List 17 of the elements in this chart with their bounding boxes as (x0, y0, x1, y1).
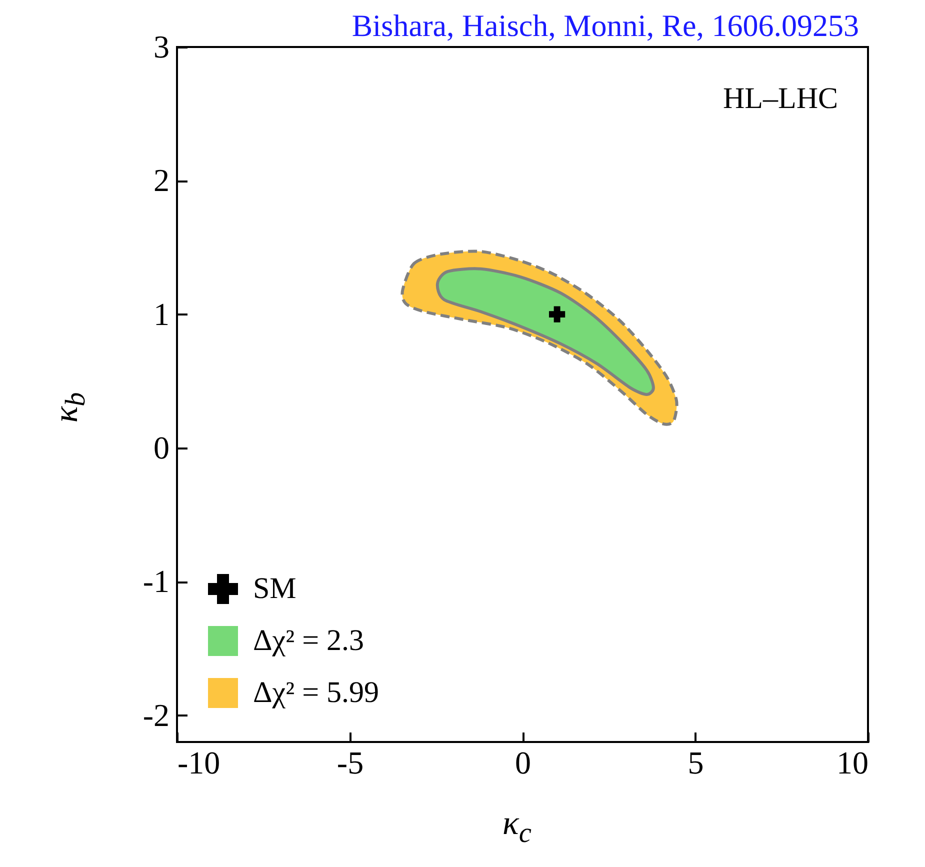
text: Bishara, Haisch, Monni, Re, 1606.09253 (352, 8, 859, 44)
y-tick-label: -1 (142, 563, 170, 600)
y-tick-label: 2 (154, 162, 170, 198)
legend-label: SM (253, 572, 296, 605)
y-tick-label: 1 (154, 296, 170, 332)
legend-label: Δχ² = 5.99 (253, 676, 380, 709)
x-tick-label: -5 (336, 744, 364, 780)
x-tick-label: -10 (178, 744, 220, 780)
x-tick-label: 10 (836, 744, 868, 780)
y-tick-label: 3 (154, 28, 170, 64)
y-tick-label: 0 (154, 429, 170, 466)
legend-label: Δχ² = 2.3 (253, 624, 364, 657)
x-tick-label: 5 (688, 744, 704, 780)
x-axis-title: κ$_{c}$ (502, 805, 532, 850)
x-tick-label: 0 (515, 744, 531, 780)
y-tick-label: -2 (142, 696, 170, 733)
annotation: HL–LHC (723, 82, 838, 116)
